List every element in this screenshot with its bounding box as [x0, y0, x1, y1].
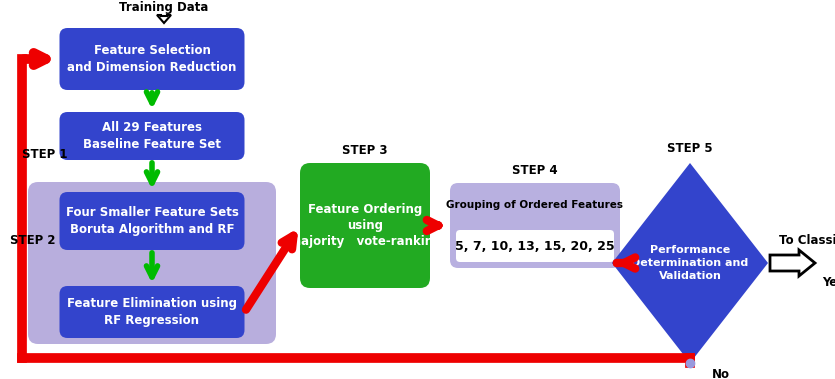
- FancyBboxPatch shape: [456, 230, 614, 262]
- Text: To Classification: To Classification: [779, 235, 835, 247]
- Text: No: No: [712, 368, 730, 379]
- Text: Feature Elimination using
RF Regression: Feature Elimination using RF Regression: [67, 297, 237, 327]
- FancyBboxPatch shape: [28, 182, 276, 344]
- Text: Performance
Determination and
Validation: Performance Determination and Validation: [631, 245, 749, 281]
- FancyArrow shape: [157, 15, 171, 23]
- Text: STEP 2: STEP 2: [10, 233, 56, 246]
- Text: Four Smaller Feature Sets
Boruta Algorithm and RF: Four Smaller Feature Sets Boruta Algorit…: [66, 206, 239, 236]
- FancyBboxPatch shape: [59, 192, 245, 250]
- Text: Yes: Yes: [822, 277, 835, 290]
- Text: 5, 7, 10, 13, 15, 20, 25: 5, 7, 10, 13, 15, 20, 25: [455, 240, 615, 252]
- Text: STEP 4: STEP 4: [512, 163, 558, 177]
- Text: Feature Ordering
using
majority   vote-ranking: Feature Ordering using majority vote-ran…: [289, 202, 441, 249]
- FancyBboxPatch shape: [59, 286, 245, 338]
- FancyBboxPatch shape: [450, 183, 620, 268]
- Text: Feature Selection
and Dimension Reduction: Feature Selection and Dimension Reductio…: [68, 44, 236, 74]
- Text: STEP 3: STEP 3: [342, 144, 387, 157]
- FancyBboxPatch shape: [59, 28, 245, 90]
- Text: All 29 Features
Baseline Feature Set: All 29 Features Baseline Feature Set: [83, 121, 221, 151]
- FancyBboxPatch shape: [59, 112, 245, 160]
- Text: STEP 5: STEP 5: [667, 141, 713, 155]
- Text: STEP 1: STEP 1: [23, 149, 68, 161]
- FancyArrow shape: [770, 250, 815, 276]
- Text: Grouping of Ordered Features: Grouping of Ordered Features: [447, 200, 624, 210]
- Text: Training Data: Training Data: [119, 2, 209, 14]
- Polygon shape: [612, 163, 768, 363]
- FancyBboxPatch shape: [300, 163, 430, 288]
